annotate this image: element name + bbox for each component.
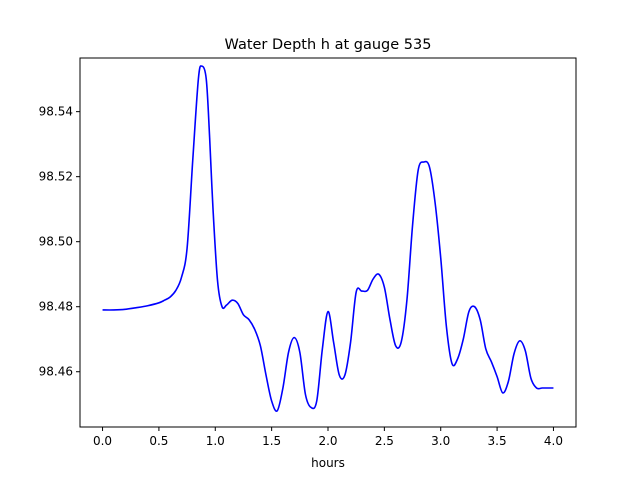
y-tick-label: 98.46 <box>39 365 73 379</box>
x-tick-label: 1.0 <box>206 434 225 448</box>
plot-frame <box>79 57 577 428</box>
y-tick-label: 98.54 <box>39 105 73 119</box>
x-axis-label: hours <box>311 456 345 470</box>
y-tick-label: 98.50 <box>39 235 73 249</box>
x-tick-label: 0.5 <box>149 434 168 448</box>
x-tick-label: 2.5 <box>375 434 394 448</box>
x-tick-label: 2.0 <box>318 434 337 448</box>
y-axis: 98.46 98.48 98.50 98.52 98.54 <box>39 105 80 379</box>
x-tick-label: 3.0 <box>431 434 450 448</box>
series-line <box>102 65 554 412</box>
y-tick-label: 98.48 <box>39 300 73 314</box>
chart-title: Water Depth h at gauge 535 <box>225 37 432 53</box>
x-tick-label: 0.0 <box>93 434 112 448</box>
x-tick-label: 1.5 <box>262 434 281 448</box>
x-tick-label: 4.0 <box>544 434 563 448</box>
x-axis: 0.0 0.5 1.0 1.5 2.0 2.5 3.0 3.5 4.0 <box>93 427 563 448</box>
x-tick-label: 3.5 <box>488 434 507 448</box>
y-tick-label: 98.52 <box>39 170 73 184</box>
series-line-group <box>102 65 554 412</box>
